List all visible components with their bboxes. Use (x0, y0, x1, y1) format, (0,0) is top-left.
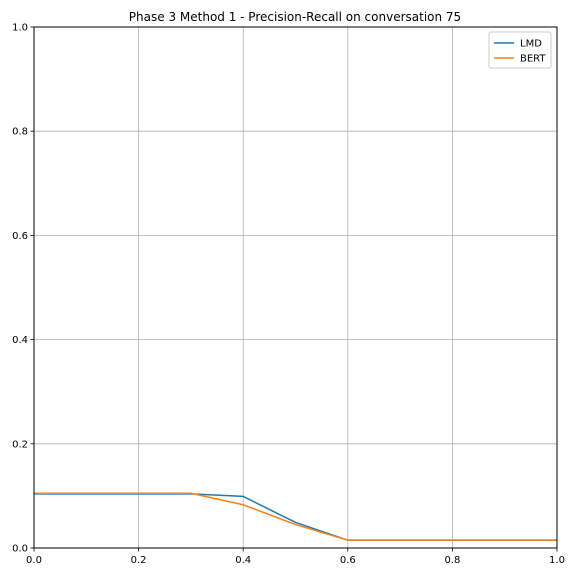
series-layer (34, 492, 557, 541)
y-tick-label: 0.0 (12, 544, 28, 555)
plot-frame (33, 26, 558, 549)
tick-layer: 0.0 0.2 0.4 0.6 0.8 1.0 0.0 0.2 0.4 0.6 0.8 1.0 (12, 23, 565, 567)
y-tick-label: 0.4 (12, 335, 28, 346)
legend: LMD BERT (488, 31, 552, 69)
y-tick-label: 0.8 (12, 127, 28, 138)
series-line-bert (34, 492, 557, 541)
x-tick-label: 0.0 (26, 555, 42, 566)
y-tick-label: 1.0 (12, 23, 28, 34)
legend-label-bert: BERT (520, 54, 546, 65)
legend-label-lmd: LMD (520, 39, 542, 50)
x-tick-label: 0.6 (340, 555, 356, 566)
y-tick-label: 0.2 (12, 439, 28, 450)
chart-title: Phase 3 Method 1 - Precision-Recall on c… (129, 10, 461, 24)
x-tick-label: 1.0 (549, 555, 565, 566)
x-tick-label: 0.4 (235, 555, 251, 566)
y-tick-label: 0.6 (12, 231, 28, 242)
x-tick-label: 0.2 (131, 555, 147, 566)
x-tick-label: 0.8 (444, 555, 460, 566)
legend-box (488, 31, 552, 69)
